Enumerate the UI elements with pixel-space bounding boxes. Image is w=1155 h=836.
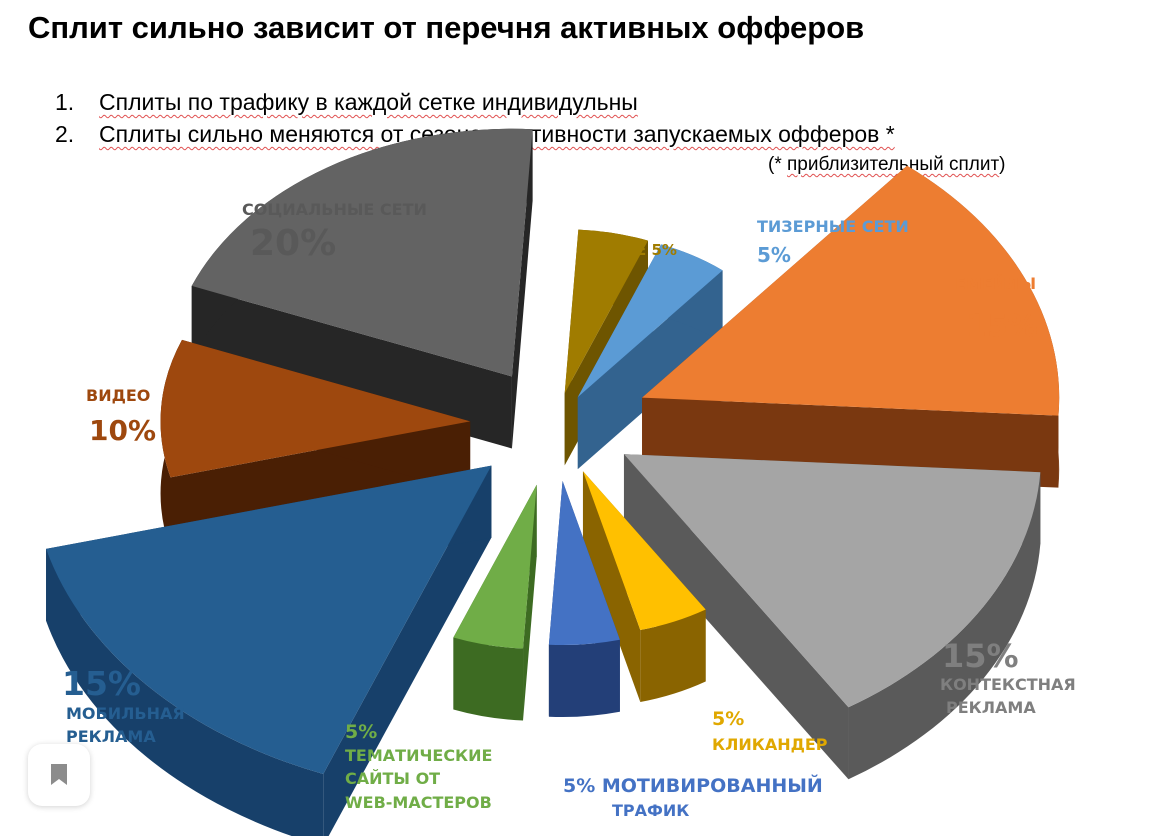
- list-number: 1.: [55, 89, 75, 115]
- label-mobile-value: 15%: [62, 664, 141, 703]
- label-thematic-name-2: САЙТЫ ОТ: [345, 769, 440, 788]
- label-mobile-name-2: РЕКЛАМА: [66, 727, 156, 746]
- label-thematic-value: 5%: [345, 721, 377, 743]
- pie-slice-top: [160, 339, 471, 478]
- pie-slice-side: [548, 639, 620, 717]
- label-email-name: ЕМЕЙЛЫ: [955, 274, 1036, 293]
- pie-slice-top: [453, 484, 537, 649]
- bookmark-icon: [51, 764, 67, 785]
- label-video-name: ВИДЕО: [86, 386, 150, 405]
- pie-slices: [46, 128, 1060, 836]
- pie-slice-wall: [323, 465, 492, 836]
- pie-slice: [623, 454, 1041, 780]
- list-text: Сплиты по трафику в каждой сетке индивид…: [99, 89, 638, 115]
- pie-slice-side: [453, 637, 524, 721]
- list-item: 1. Сплиты по трафику в каждой сетке индив…: [55, 86, 895, 118]
- label-social-value: 20%: [250, 223, 336, 264]
- label-thematic-name-1: ТЕМАТИЧЕСКИЕ: [345, 746, 492, 765]
- pie-slice: [577, 244, 723, 470]
- label-click-value: 5%: [712, 708, 744, 730]
- pie-slice-top: [577, 244, 723, 398]
- pie-slice-top: [582, 471, 706, 631]
- bookmark-button[interactable]: [28, 744, 90, 806]
- pie-slice-wall: [582, 471, 641, 703]
- pie-slice: [582, 471, 706, 703]
- pie-slice-top: [564, 229, 648, 394]
- pie-slice: [46, 465, 492, 836]
- label-teaser-value: 5%: [757, 243, 791, 267]
- label-mobile-name-1: МОБИЛЬНАЯ: [66, 704, 185, 723]
- pie-slice-side: [46, 548, 324, 836]
- pie-slice-top: [191, 128, 533, 377]
- pie-slice: [642, 165, 1060, 488]
- footnote-text: приблизительный сплит: [787, 154, 1000, 175]
- pie-slice-side: [640, 609, 706, 703]
- pie-slice: [548, 480, 620, 717]
- pie-slice: [191, 128, 533, 449]
- label-context-name-1: КОНТЕКСТНАЯ: [940, 675, 1076, 694]
- list-number: 2.: [55, 121, 75, 147]
- label-context-value: 15%: [942, 637, 1019, 675]
- pie-slice: [453, 484, 537, 721]
- label-video-value: 10%: [89, 414, 156, 447]
- pie-slice-wall: [623, 454, 849, 780]
- footnote-close: ): [999, 154, 1006, 175]
- label-email-value: 15%: [966, 309, 1038, 344]
- pie-slice-top: [548, 480, 620, 645]
- pie-slice-wall: [191, 285, 512, 449]
- footnote: (* приблизительный сплит): [768, 154, 1006, 176]
- label-teaser-name: ТИЗЕРНЫЕ СЕТИ: [757, 217, 909, 236]
- label-motiv-value: 5% МОТИВИРОВАННЫЙ: [563, 774, 823, 797]
- pie-slice-top: [642, 165, 1060, 416]
- label-context-name-2: РЕКЛАМА: [946, 698, 1036, 717]
- pie-slice-wall: [511, 129, 533, 449]
- footnote-open: (*: [768, 154, 787, 175]
- pie-slice-side: [848, 472, 1041, 780]
- pie-slice-top: [46, 465, 492, 774]
- page-title: Сплит сильно зависит от перечня активных…: [28, 10, 865, 45]
- label-thematic-name-3: WEB-МАСТЕРОВ: [345, 793, 492, 812]
- pie-slice-top: [623, 454, 1041, 708]
- label-motiv-name-2: ТРАФИК: [612, 801, 689, 820]
- label-other: ДРУГИЕ 5%: [578, 241, 677, 259]
- label-social-name: СОЦИАЛЬНЫЕ СЕТИ: [242, 200, 427, 219]
- label-click-name: КЛИКАНДЕР: [712, 735, 828, 754]
